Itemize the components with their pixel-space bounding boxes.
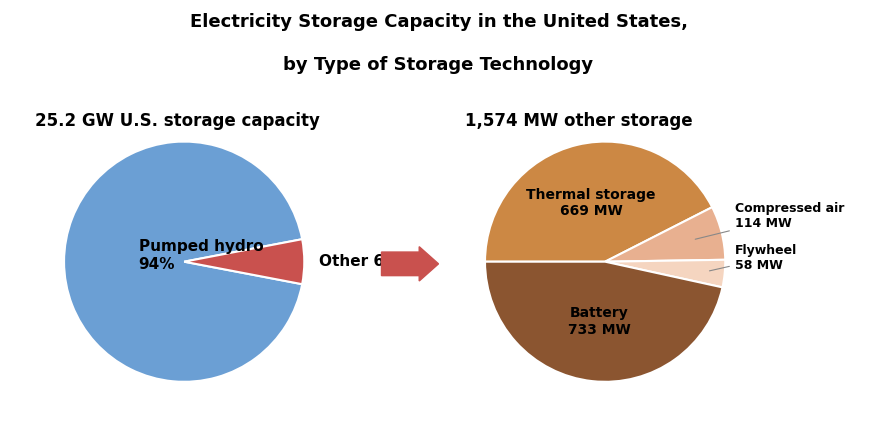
Text: 25.2 GW U.S. storage capacity: 25.2 GW U.S. storage capacity	[35, 112, 320, 130]
Text: Other 6%: Other 6%	[318, 254, 399, 269]
Wedge shape	[605, 207, 725, 262]
Wedge shape	[184, 239, 304, 284]
Wedge shape	[485, 142, 712, 262]
Text: 1,574 MW other storage: 1,574 MW other storage	[465, 112, 693, 130]
Text: by Type of Storage Technology: by Type of Storage Technology	[283, 56, 594, 74]
Text: Thermal storage
669 MW: Thermal storage 669 MW	[526, 188, 656, 218]
Text: Pumped hydro
94%: Pumped hydro 94%	[139, 239, 263, 272]
Text: Flywheel
58 MW: Flywheel 58 MW	[709, 244, 797, 272]
Text: Compressed air
114 MW: Compressed air 114 MW	[695, 202, 845, 239]
Text: Battery
733 MW: Battery 733 MW	[567, 306, 631, 336]
Wedge shape	[605, 260, 725, 287]
Wedge shape	[485, 262, 723, 382]
Text: Electricity Storage Capacity in the United States,: Electricity Storage Capacity in the Unit…	[189, 13, 688, 31]
Wedge shape	[64, 142, 303, 382]
